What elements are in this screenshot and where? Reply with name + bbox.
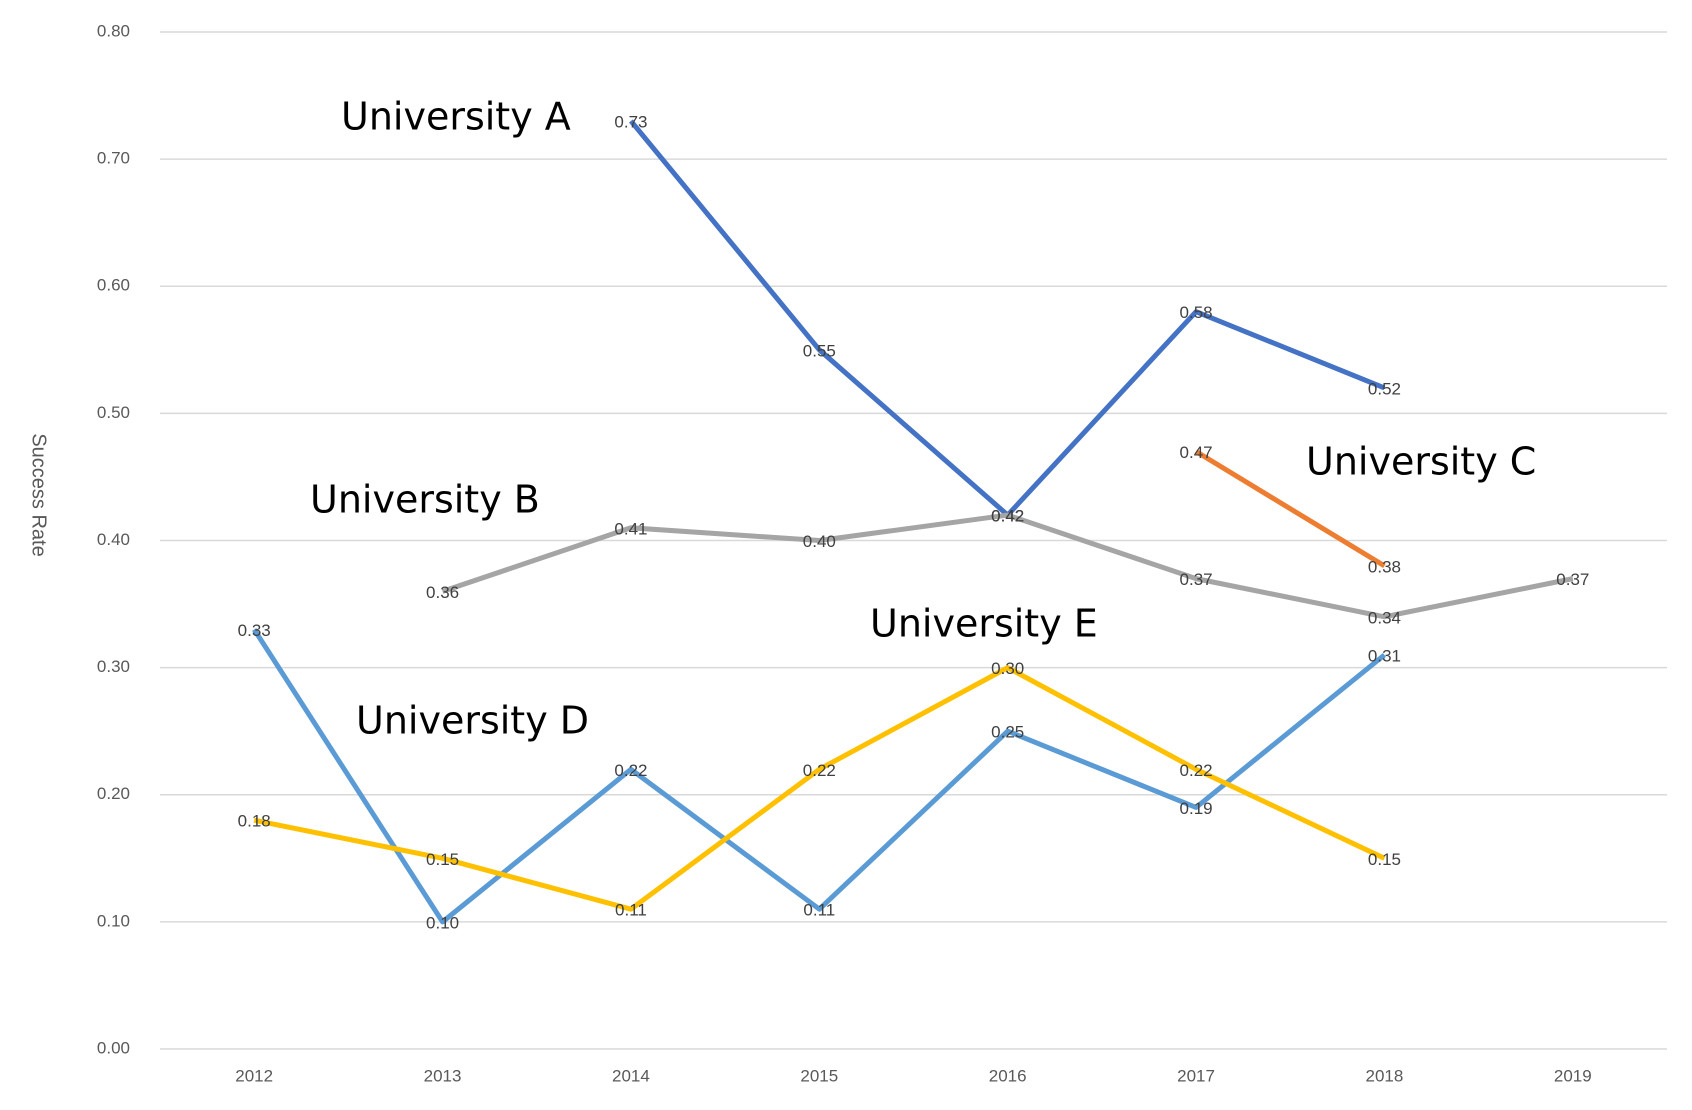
- data-label: 0.38: [1368, 557, 1401, 576]
- series-line: [253, 665, 1386, 912]
- data-label: 0.22: [803, 761, 836, 780]
- series-annotation: University D: [356, 699, 589, 743]
- y-tick-label: 0.70: [97, 149, 130, 168]
- data-label: 0.37: [1180, 570, 1213, 589]
- data-label: 0.42: [991, 507, 1024, 526]
- y-tick-label: 0.00: [97, 1038, 130, 1057]
- data-label: 0.31: [1368, 646, 1401, 665]
- data-label: 0.52: [1368, 379, 1401, 398]
- series-line: [629, 119, 1386, 518]
- data-label: 0.47: [1180, 443, 1213, 462]
- y-tick-label: 0.30: [97, 657, 130, 676]
- series-line: [1194, 449, 1386, 569]
- data-label: 0.58: [1180, 303, 1213, 322]
- series-annotation: University A: [341, 95, 571, 139]
- data-label: 0.36: [426, 583, 459, 602]
- x-tick-label: 2014: [612, 1066, 650, 1085]
- series-annotation: University B: [310, 478, 540, 522]
- y-tick-label: 0.10: [97, 911, 130, 930]
- data-label: 0.19: [1180, 799, 1213, 818]
- x-tick-label: 2018: [1366, 1066, 1404, 1085]
- series-line: [252, 628, 1387, 925]
- y-axis-label: Success Rate: [28, 433, 50, 556]
- data-label: 0.30: [991, 659, 1024, 678]
- data-label: 0.15: [426, 850, 459, 869]
- data-label: 0.11: [803, 901, 835, 920]
- x-tick-label: 2013: [424, 1066, 462, 1085]
- y-tick-label: 0.80: [97, 21, 130, 40]
- data-label: 0.40: [803, 532, 836, 551]
- y-tick-label: 0.50: [97, 403, 130, 422]
- data-label: 0.25: [991, 723, 1024, 742]
- data-label: 0.42: [991, 507, 1024, 526]
- data-label: 0.22: [1180, 761, 1213, 780]
- data-label: 0.15: [1368, 850, 1401, 869]
- y-tick-label: 0.20: [97, 784, 130, 803]
- x-tick-label: 2019: [1554, 1066, 1592, 1085]
- series-annotation: University C: [1306, 440, 1536, 484]
- series-annotation: University E: [870, 602, 1098, 646]
- y-tick-label: 0.60: [97, 276, 130, 295]
- data-label: 0.18: [238, 812, 271, 831]
- data-label: 0.55: [803, 341, 836, 360]
- x-tick-label: 2017: [1177, 1066, 1215, 1085]
- series-line: [441, 512, 1574, 620]
- data-label: 0.37: [1556, 570, 1589, 589]
- data-label: 0.11: [615, 901, 647, 920]
- x-tick-label: 2015: [800, 1066, 838, 1085]
- x-tick-label: 2012: [235, 1066, 273, 1085]
- x-tick-label: 2016: [989, 1066, 1027, 1085]
- data-label: 0.33: [238, 621, 271, 640]
- data-label: 0.73: [614, 112, 647, 131]
- data-label: 0.22: [614, 761, 647, 780]
- y-tick-label: 0.40: [97, 530, 130, 549]
- data-label: 0.41: [614, 519, 647, 538]
- data-label: 0.10: [426, 913, 459, 932]
- data-label: 0.34: [1368, 608, 1401, 627]
